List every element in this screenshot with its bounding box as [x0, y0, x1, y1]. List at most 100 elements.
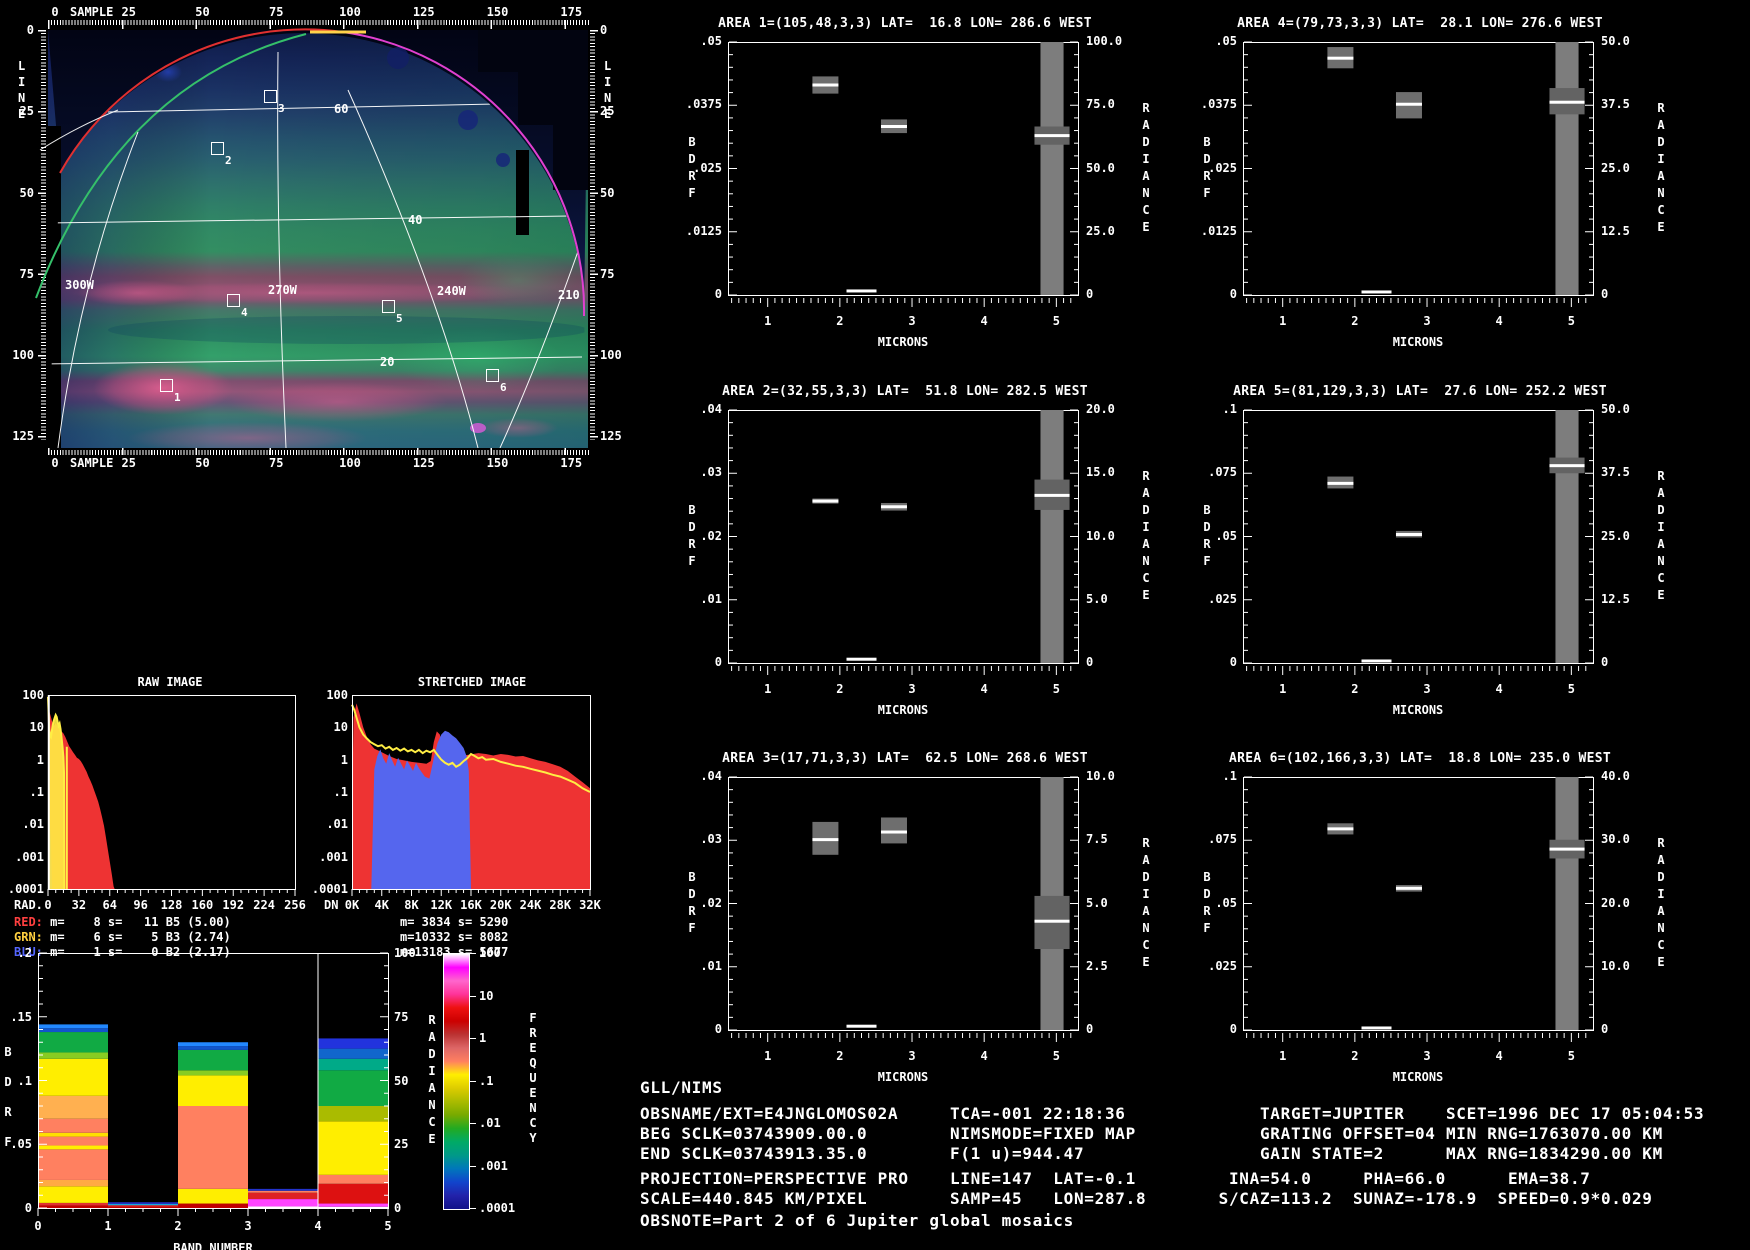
radiance-axis-letter: I — [428, 1064, 436, 1078]
x-tick-label: 4 — [1495, 1049, 1503, 1063]
hist-y-label: .001 — [15, 849, 44, 864]
y-tick-label: .025 — [1208, 958, 1237, 973]
hist-x-tick-label: 0 — [44, 898, 52, 912]
hist-x-tick-label: 8K — [404, 898, 419, 912]
spectrum-floor-point — [1361, 659, 1392, 663]
y-tick-label: .075 — [1208, 832, 1237, 847]
radiance-tick-label: 12.5 — [1601, 591, 1630, 606]
band-segment — [178, 1049, 248, 1071]
radiance-axis-letter: D — [1142, 502, 1150, 517]
band-y-label: 0 — [24, 1201, 32, 1215]
band-r-label: 0 — [394, 1201, 402, 1215]
x-axis-title: MICRONS — [877, 703, 929, 717]
band-segment — [38, 1052, 108, 1059]
hist-x-tick-label: 96 — [133, 898, 148, 912]
spectrum-point — [812, 499, 839, 503]
line-tick-label: 125 — [600, 429, 622, 444]
band-segment — [178, 1106, 248, 1189]
band-segment — [38, 1186, 108, 1203]
frequency-tick-label: .0001 — [479, 1201, 516, 1215]
hist-x-prefix: DN — [324, 898, 339, 912]
line-tick-label: 25 — [19, 104, 34, 119]
hist-y-label: .001 — [319, 849, 348, 864]
bdrf-axis-letter: B — [1203, 869, 1211, 884]
band-segment — [178, 1070, 248, 1076]
line-axis-title-letter: I — [18, 75, 26, 89]
spectrum-plot-canvas — [1243, 776, 1594, 1042]
y-tick-label: .025 — [1208, 160, 1237, 175]
band-r-label: 25 — [394, 1137, 409, 1152]
radiance-axis-letter: C — [1657, 202, 1665, 217]
lon-grid-label: 300W — [65, 278, 94, 292]
bdrf-axis-letter: D — [688, 151, 696, 166]
band-x-label: 5 — [384, 1219, 392, 1233]
band-segment — [318, 1121, 388, 1175]
band-segment — [318, 1048, 388, 1059]
observation-metadata: GLL/NIMS OBSNAME/EXT=E4JNGLOMOS02A TCA=-… — [640, 1078, 1750, 1248]
y-tick-label: .05 — [1215, 34, 1237, 48]
radiance-axis-letter: R — [428, 1013, 436, 1027]
hist-stats-values: m= 1 s= 0 B2 (2.17) — [42, 945, 231, 959]
bdrf-axis-letter: D — [4, 1075, 12, 1089]
hist-x-tick-label: 160 — [191, 898, 214, 912]
band-segment — [38, 1028, 108, 1033]
bdrf-axis-letter: B — [688, 134, 696, 149]
latlon-grid — [48, 51, 583, 448]
band-y-label: .05 — [10, 1137, 32, 1152]
y-tick-label: .05 — [700, 34, 722, 48]
spectrum-point — [1327, 827, 1354, 831]
band-x-label: 3 — [244, 1219, 252, 1233]
area-marker-number: 4 — [241, 306, 248, 319]
sample-axis-bottom: 0 25 50 75 100 125 150 175 SAMPLE — [48, 457, 593, 471]
band-segment — [108, 1203, 178, 1206]
spectrum-point-error — [880, 817, 907, 844]
x-tick-label: 5 — [1052, 1049, 1060, 1063]
spectrum-floor-point — [846, 289, 877, 293]
radiance-axis-letter: A — [1657, 903, 1665, 918]
hist-stats-row: BLU: m= 1 s= 0 B2 (2.17) — [14, 945, 314, 959]
line-tick-label: 50 — [19, 185, 34, 200]
y-tick-label: 0 — [714, 655, 722, 669]
radiance-column — [1555, 42, 1579, 295]
x-tick-label: 1 — [764, 1049, 772, 1063]
y-tick-label: .05 — [1215, 528, 1237, 543]
frequency-tick-label: .001 — [479, 1158, 508, 1173]
hist-x-tick-label: 0K — [344, 898, 360, 912]
radiance-axis-letter: A — [1142, 536, 1150, 551]
y-tick-label: .01 — [700, 958, 722, 973]
hist-y-label: .1 — [333, 785, 348, 799]
spectrum-title: AREA 6=(102,166,3,3) LAT= 18.8 LON= 235.… — [1229, 751, 1611, 766]
hist-x-tick-label: 224 — [253, 898, 275, 912]
radiance-axis-letter: D — [1657, 502, 1665, 517]
radiance-axis-letter: A — [1657, 117, 1665, 132]
radiance-tick-label: 10.0 — [1601, 958, 1630, 973]
spectrum-point — [880, 125, 907, 129]
radiance-tick-label: 20.0 — [1086, 402, 1115, 416]
band-x-label: 2 — [174, 1219, 182, 1233]
frequency-tick-label: 10 — [479, 988, 494, 1003]
x-tick-label: 5 — [1052, 682, 1060, 696]
radiance-column — [1040, 410, 1064, 663]
bdrf-axis-letter: R — [688, 168, 696, 183]
hist-y-label: .01 — [326, 817, 348, 832]
radiance-axis-letter: I — [1657, 886, 1665, 901]
radiance-axis-letter: D — [1657, 869, 1665, 884]
y-tick-label: .0375 — [685, 97, 722, 112]
x-axis-title: MICRONS — [1392, 1070, 1444, 1084]
radiance-axis-letter: E — [1142, 587, 1150, 602]
radiance-column — [1040, 42, 1064, 295]
terminator-arc-green — [35, 33, 307, 299]
area-marker — [264, 90, 277, 103]
stretched-hist-title: STRETCHED IMAGE — [417, 675, 527, 689]
sample-tick-label: 75 — [269, 5, 284, 19]
hist-x-tick-label: 192 — [222, 898, 245, 912]
band-segment — [38, 1032, 108, 1053]
x-axis-title: MICRONS — [1392, 335, 1444, 349]
frequency-axis-letter: E — [529, 1041, 537, 1055]
spectrum-point — [880, 830, 907, 834]
x-tick-label: 4 — [980, 314, 988, 328]
x-tick-label: 2 — [836, 682, 844, 696]
spectrum-plot-canvas — [1243, 409, 1594, 675]
radiance-axis-letter: N — [1142, 185, 1150, 200]
